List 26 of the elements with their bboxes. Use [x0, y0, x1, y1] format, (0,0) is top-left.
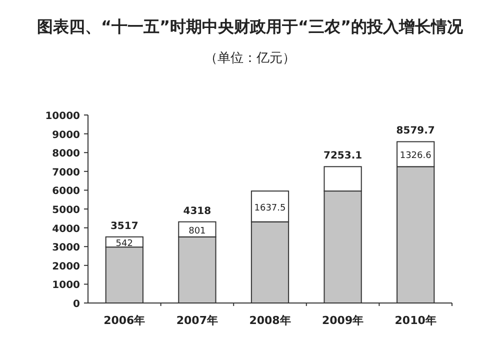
x-tick-label: 2010年	[394, 314, 436, 327]
y-tick-label: 6000	[52, 186, 80, 198]
total-label: 8579.7	[396, 126, 435, 137]
chart-title: 图表四、“十一五”时期中央财政用于“三农”的投入增长情况	[36, 17, 464, 36]
y-tick-label: 3000	[52, 242, 80, 254]
x-tick-label: 2007年	[176, 314, 218, 327]
y-tick-label: 4000	[52, 224, 80, 235]
total-label: 4318	[183, 206, 212, 217]
data-label: 1637.5	[254, 203, 286, 214]
y-tick-label: 0	[73, 299, 80, 310]
chart-subtitle: （单位：亿元）	[204, 51, 296, 66]
total-label: 7253.1	[324, 150, 362, 162]
y-tick-label: 5000	[52, 205, 80, 216]
y-tick-label: 7000	[52, 167, 80, 178]
x-tick-label: 2009年	[322, 314, 364, 327]
y-tick-label: 9000	[52, 130, 80, 141]
total-label: 3517	[110, 220, 138, 232]
data-label: 801	[188, 226, 206, 236]
x-tick-label: 2008年	[249, 314, 291, 327]
data-label: 542	[116, 238, 133, 249]
y-tick-label: 10000	[45, 111, 80, 122]
x-tick-label: 2006年	[104, 314, 146, 327]
y-tick-label: 1000	[52, 280, 80, 292]
data-label: 1326.6	[400, 151, 432, 162]
y-tick-label: 8000	[52, 148, 80, 160]
y-tick-label: 2000	[52, 261, 80, 272]
